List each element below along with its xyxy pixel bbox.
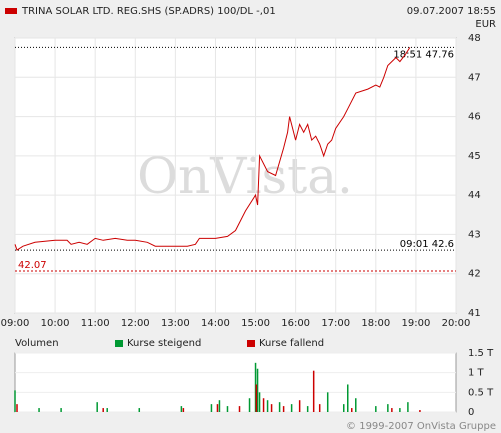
y-tick-label: 42 [468,269,481,280]
volume-bar [218,400,221,412]
price-line [14,47,411,251]
volume-bar [16,404,18,412]
y-tick-label: 1.5 T [468,348,494,359]
y-tick-label: 46 [468,112,481,123]
y-tick-label: 0.5 T [468,387,494,398]
volume-bar [326,392,329,412]
y-tick-label: 45 [468,151,481,162]
volume-bar [278,402,281,412]
x-tick-label: 14:00 [201,318,230,329]
y-tick-label: 44 [468,190,481,201]
volume-bar [256,368,259,412]
volume-bar [248,398,251,412]
volume-bar [255,384,258,412]
legend-label: Kurse steigend [127,338,201,349]
y-axis-label: EUR [475,19,496,30]
x-tick-label: 20:00 [442,318,471,329]
volume-bar [14,390,16,412]
subtitle: 09.07.2007 18:55 [407,6,496,17]
y-tick-label: 48 [468,33,481,44]
legend-swatch [5,8,17,14]
x-tick-label: 16:00 [281,318,310,329]
volume-bar [138,408,141,412]
volume-bar [182,408,185,412]
volume-bar [96,402,98,412]
x-tick-label: 11:00 [81,318,110,329]
volume-plot-area [14,352,457,413]
source: © 1999-2007 OnVista Gruppe [346,421,496,432]
volume-title: Volumen [15,338,59,349]
volume-bar [347,384,349,412]
legend-label: Kurse fallend [259,338,324,349]
y-tick-label: 1 T [468,368,485,379]
annotation: 09:01 42.6 [400,239,454,250]
annotation: 18:51 47.76 [393,49,454,60]
legend-swatch [247,340,255,347]
volume-bar [419,410,421,412]
volume-bar [102,408,104,412]
legend-swatch [115,340,123,347]
volume-bar [238,406,241,412]
volume-bar [254,362,257,412]
x-tick-label: 09:00 [1,318,30,329]
volume-bar [318,404,321,412]
volume-bar [387,404,389,412]
volume-bar [298,400,301,412]
volume-bar [391,408,393,412]
volume-bar [262,398,265,412]
volume-bar [210,404,213,412]
volume-bar [290,404,293,412]
annotation: 42.07 [18,260,47,271]
volume-bar [258,392,261,412]
volume-bar [60,408,62,412]
x-tick-label: 18:00 [361,318,390,329]
volume-bar [226,406,229,412]
y-tick-label: 47 [468,72,481,83]
volume-bar [306,406,309,412]
x-tick-label: 15:00 [241,318,270,329]
x-tick-label: 13:00 [161,318,190,329]
y-tick-label: 0 [468,407,474,418]
x-tick-label: 19:00 [401,318,430,329]
x-tick-label: 17:00 [321,318,350,329]
y-tick-label: 41 [468,308,481,319]
volume-bar [375,406,377,412]
volume-bar [355,398,357,412]
volume-bar [407,402,409,412]
x-tick-label: 10:00 [41,318,70,329]
volume-bar [216,404,219,412]
volume-bar [342,404,345,412]
y-tick-label: 43 [468,229,481,240]
legend-label: TRINA SOLAR LTD. REG.SHS (SP.ADRS) 100/D… [21,6,276,17]
volume-bar [312,370,315,412]
volume-bar [351,408,353,412]
volume-bar [270,404,273,412]
volume-bar [282,406,285,412]
volume-bar [180,406,183,412]
volume-bar [38,408,40,412]
plot-area [14,37,457,314]
volume-bar [106,408,108,412]
volume-bar [399,408,401,412]
volume-bar [266,400,269,412]
x-tick-label: 12:00 [121,318,150,329]
